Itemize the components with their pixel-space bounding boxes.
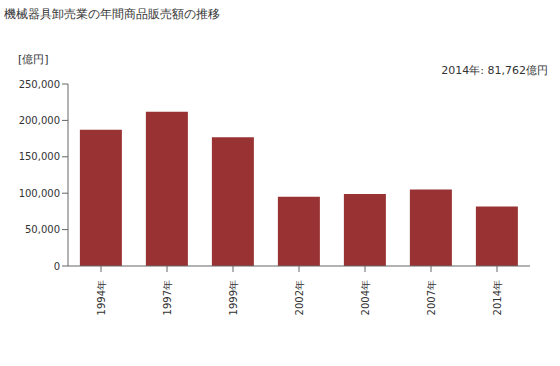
html-text:[億円]: [億円]	[18, 53, 49, 66]
html-text:機械器具卸売業の年間商品販売額の推移: 機械器具卸売業の年間商品販売額の推移	[4, 7, 220, 21]
svg-text:0: 0	[54, 261, 60, 272]
svg-text:2002年: 2002年	[294, 280, 305, 315]
svg-text:250,000: 250,000	[19, 79, 60, 90]
svg-text:1997年: 1997年	[162, 280, 173, 315]
svg-text:2007年: 2007年	[426, 280, 437, 315]
svg-text:2004年: 2004年	[360, 280, 371, 315]
svg-text:150,000: 150,000	[19, 151, 60, 162]
svg-text:50,000: 50,000	[25, 224, 60, 235]
svg-text:2014年: 2014年	[492, 280, 503, 315]
svg-text:200,000: 200,000	[19, 115, 60, 126]
svg-text:1994年: 1994年	[96, 280, 107, 315]
svg-text:100,000: 100,000	[19, 188, 60, 199]
svg-text:1999年: 1999年	[228, 280, 239, 315]
html-text:2014年: 81,762億円: 2014年: 81,762億円	[441, 64, 548, 77]
